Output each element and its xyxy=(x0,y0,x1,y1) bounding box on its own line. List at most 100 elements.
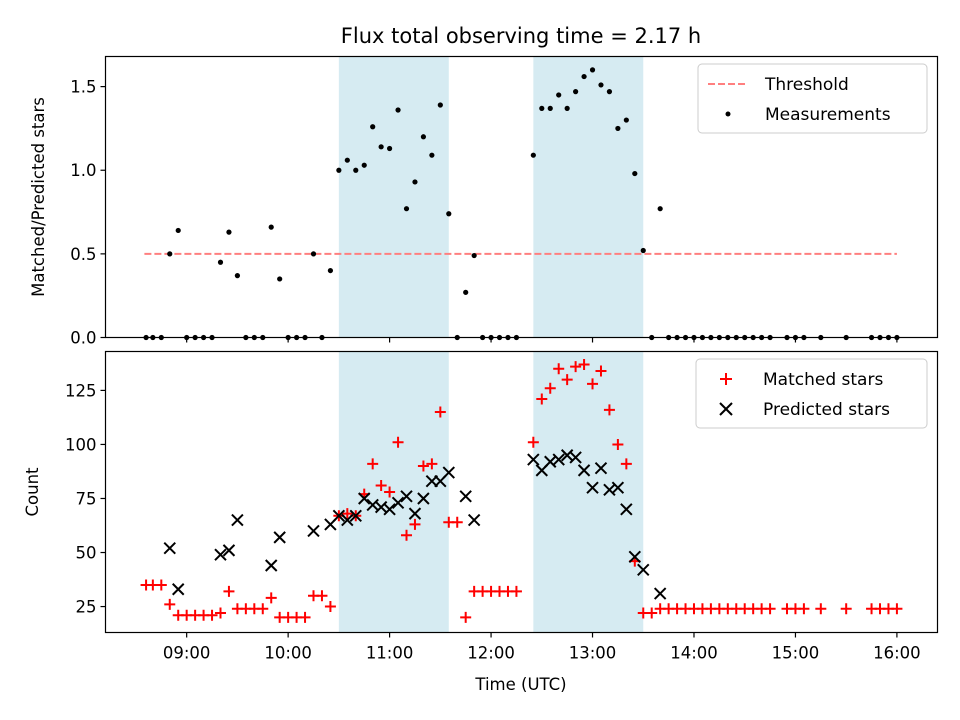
measurements-point xyxy=(547,105,553,111)
measurements-point xyxy=(640,247,646,254)
measurements-point xyxy=(573,89,579,95)
measurements-point xyxy=(412,179,418,185)
matched-stars-point xyxy=(434,406,446,418)
matched-stars-point xyxy=(587,378,599,390)
measurements-point xyxy=(344,157,350,163)
y-tick-label: 0.5 xyxy=(70,245,96,264)
count-panel: Count Time (UTC) 25 50 75 100 125 09:00 10:00… xyxy=(23,350,939,694)
measurements-point xyxy=(539,105,545,111)
predicted-legend-label: Predicted stars xyxy=(763,400,890,420)
predicted-stars-point xyxy=(527,453,540,466)
matched-stars-point xyxy=(316,590,328,602)
measurements-point xyxy=(632,170,638,177)
x-tick-label: 12:00 xyxy=(467,644,515,663)
predicted-stars-point xyxy=(307,524,320,538)
measurements-point xyxy=(234,273,241,279)
measurements-point xyxy=(327,267,334,274)
predicted-stars-point xyxy=(586,481,599,494)
measurements-point xyxy=(615,125,621,132)
measurements-point xyxy=(217,259,224,265)
measurements-point xyxy=(437,102,443,108)
x-tick-label: 15:00 xyxy=(772,644,820,663)
predicted-stars-point xyxy=(163,541,176,555)
matched-stars-point xyxy=(375,480,387,492)
predicted-stars-point xyxy=(400,490,413,503)
matched-stars-point xyxy=(561,374,573,386)
chart-title: Flux total observing time = 2.17 h xyxy=(341,24,701,48)
measurements-point xyxy=(657,206,663,212)
y-tick-label: 125 xyxy=(65,381,97,400)
predicted-stars-point xyxy=(341,513,354,527)
measurements-point xyxy=(556,92,562,98)
measurements-point xyxy=(336,167,342,173)
predicted-stars-point xyxy=(611,481,625,494)
measurements-point xyxy=(378,144,384,150)
y-tick-label: 0.0 xyxy=(70,329,96,348)
matched-stars-point xyxy=(392,436,404,448)
predicted-stars-point xyxy=(172,583,185,596)
matched-stars-point xyxy=(815,603,827,615)
measurements-point xyxy=(353,167,359,173)
ratio-plot-frame xyxy=(104,55,939,339)
matched-stars-point xyxy=(612,438,624,450)
measurements-point xyxy=(226,229,232,235)
matched-stars-point xyxy=(265,592,277,604)
x-tick-label: 13:00 xyxy=(569,644,617,663)
measurements-point xyxy=(429,152,435,158)
count-data-layer xyxy=(140,358,903,623)
count-y-ticks: 25 50 75 100 125 xyxy=(65,381,106,617)
count-legend: Matched stars Predicted stars xyxy=(695,358,928,429)
matched-stars-point xyxy=(299,611,311,623)
matched-stars-point xyxy=(553,363,565,375)
measurements-point xyxy=(395,107,401,113)
measurements-point xyxy=(463,289,469,295)
matched-stars-point xyxy=(324,601,336,613)
ratio-x-ticks xyxy=(186,337,898,343)
matched-legend-swatch xyxy=(720,373,732,385)
y-tick-label: 75 xyxy=(76,489,97,508)
measurements-point xyxy=(361,162,367,168)
matched-stars-point xyxy=(578,358,590,370)
matched-stars-point xyxy=(155,579,167,591)
matched-stars-point xyxy=(384,486,396,498)
measurements-point xyxy=(310,251,317,257)
predicted-stars-point xyxy=(358,492,371,505)
matched-stars-point xyxy=(460,611,472,623)
matched-stars-point xyxy=(401,529,413,541)
matched-stars-point xyxy=(257,603,269,615)
y-tick-label: 1.0 xyxy=(70,161,96,180)
matched-stars-point xyxy=(417,460,429,472)
measurements-point xyxy=(386,145,393,152)
predicted-stars-point xyxy=(569,451,582,464)
matched-stars-point xyxy=(570,361,582,373)
predicted-stars-point xyxy=(222,544,236,557)
ratio-y-axis-label: Matched/Predicted stars xyxy=(29,97,48,297)
matched-stars-point xyxy=(426,458,438,470)
matched-stars-point xyxy=(646,607,658,619)
matched-stars-point xyxy=(544,382,556,394)
count-x-ticks: 09:00 10:00 11:00 12:00 13:00 14:00 15:00 16:00 xyxy=(163,632,921,663)
predicted-stars-point xyxy=(620,503,633,516)
measurements-point xyxy=(446,211,452,217)
predicted-stars-point xyxy=(417,492,430,505)
threshold-legend-label: Threshold xyxy=(764,75,849,95)
predicted-stars-point xyxy=(214,548,227,561)
matched-stars-point xyxy=(595,365,607,377)
measurements-point xyxy=(623,117,629,123)
predicted-stars-point xyxy=(332,509,346,522)
matched-stars-point xyxy=(223,585,235,597)
matched-stars-point xyxy=(798,603,810,615)
measurements-point xyxy=(277,276,283,282)
x-tick-label: 14:00 xyxy=(670,644,718,663)
predicted-stars-point xyxy=(442,466,455,479)
x-tick-label: 10:00 xyxy=(264,644,312,663)
measurements-point xyxy=(471,252,477,259)
count-legend-box xyxy=(695,358,928,429)
predicted-stars-point xyxy=(637,563,650,577)
predicted-stars-point xyxy=(273,531,286,544)
measurements-point xyxy=(370,124,376,130)
ratio-legend: Threshold Measurements xyxy=(697,63,928,134)
measurements-point xyxy=(598,82,604,88)
y-tick-label: 25 xyxy=(76,598,97,617)
